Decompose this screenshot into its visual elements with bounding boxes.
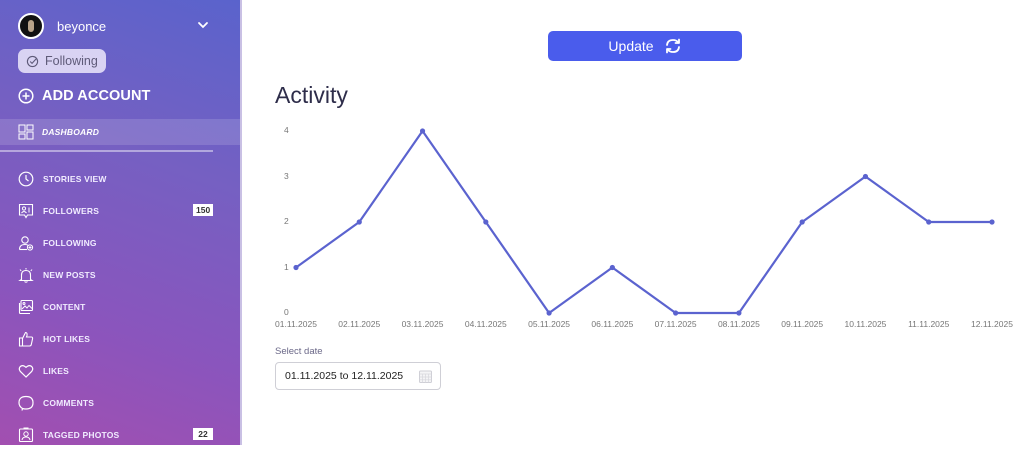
series-line (295, 129, 992, 315)
sidebar-divider (0, 150, 213, 152)
x-axis-tick: 05.11.2025 (528, 319, 571, 329)
x-axis-tick: 03.11.2025 (401, 319, 444, 329)
data-point[interactable] (546, 310, 552, 316)
y-axis-tick: 4 (284, 125, 289, 135)
sidebar-item-label: STORIES VIEW (43, 174, 107, 184)
images-icon (18, 299, 34, 315)
account-switcher[interactable]: beyonce (18, 12, 218, 40)
sidebar-item-dashboard[interactable]: DASHBOARD (0, 119, 240, 145)
tagged-user-icon (18, 427, 34, 443)
data-point[interactable] (609, 264, 615, 271)
sidebar-item-label: LIKES (43, 366, 70, 376)
x-axis-tick: 01.11.2025 (275, 319, 317, 329)
comment-icon (18, 395, 34, 411)
data-point[interactable] (926, 219, 932, 225)
sidebar-item-hot-likes[interactable]: HOT LIKES (0, 323, 240, 355)
clock-icon (18, 171, 34, 187)
sidebar-item-label: COMMENTS (43, 398, 95, 408)
following-button[interactable]: Following (18, 49, 106, 73)
data-point[interactable] (799, 219, 805, 225)
check-circle-icon (26, 55, 39, 67)
followers-icon (18, 203, 34, 219)
sidebar-item-content[interactable]: CONTENT (0, 291, 240, 323)
sidebar-item-label: CONTENT (43, 302, 86, 312)
page-title: Activity (275, 82, 348, 108)
update-button[interactable]: Update (548, 31, 742, 61)
add-account-button[interactable]: ADD ACCOUNT (18, 88, 151, 104)
x-axis-tick: 06.11.2025 (591, 319, 634, 329)
dashboard-grid-icon (18, 124, 34, 140)
sidebar-item-label: TAGGED PHOTOS (43, 430, 120, 440)
data-point[interactable] (736, 310, 742, 316)
sidebar-item-followers[interactable]: FOLLOWERS 150 (0, 195, 240, 227)
sidebar-nav: STORIES VIEW FOLLOWERS 150 FOLLOWING NEW… (0, 163, 240, 451)
data-point[interactable] (862, 173, 869, 180)
y-axis-tick: 2 (284, 216, 289, 226)
x-axis-tick: 12.11.2025 (971, 319, 1013, 329)
sidebar-item-comments[interactable]: COMMENTS (0, 387, 240, 419)
sidebar-item-label: FOLLOWERS (43, 206, 100, 216)
y-axis-tick: 3 (284, 170, 289, 181)
heart-icon (18, 364, 34, 378)
sidebar-item-likes[interactable]: LIKES (0, 355, 240, 387)
x-axis-tick: 09.11.2025 (781, 319, 824, 329)
calendar-icon[interactable] (419, 370, 432, 383)
date-range-value: 01.11.2025 to 12.11.2025 (285, 370, 404, 382)
refresh-icon (665, 38, 680, 54)
y-axis-tick: 1 (284, 261, 289, 272)
data-point[interactable] (989, 219, 995, 225)
sidebar-item-new-posts[interactable]: NEW POSTS (0, 259, 240, 291)
sidebar: beyonce Following ADD ACCOUNT DASHBOARD … (0, 0, 242, 445)
user-plus-icon (18, 236, 34, 251)
main-content: Update Activity 0 1 2 3 4 01.11.2025 02.11.202… (244, 0, 1024, 445)
x-axis-tick: 02.11.2025 (338, 319, 381, 329)
data-point[interactable] (356, 219, 362, 225)
data-point[interactable] (673, 310, 679, 316)
bell-icon (18, 268, 34, 283)
add-account-label: ADD ACCOUNT (42, 88, 151, 104)
plus-circle-icon (18, 88, 34, 104)
x-axis-tick: 04.11.2025 (464, 319, 507, 329)
sidebar-item-tagged-photos[interactable]: TAGGED PHOTOS 22 (0, 419, 240, 451)
data-point[interactable] (419, 128, 426, 134)
avatar (18, 13, 44, 39)
tagged-photos-count-badge: 22 (193, 428, 213, 440)
sidebar-item-stories-view[interactable]: STORIES VIEW (0, 163, 240, 195)
thumbs-up-icon (18, 331, 34, 347)
data-point[interactable] (293, 264, 299, 271)
account-name: beyonce (57, 18, 107, 34)
followers-count-badge: 150 (193, 204, 214, 216)
x-axis-tick: 08.11.2025 (717, 319, 760, 329)
sidebar-item-following[interactable]: FOLLOWING (0, 227, 240, 259)
x-axis-tick: 11.11.2025 (908, 319, 950, 329)
chevron-down-icon[interactable] (196, 18, 210, 32)
y-axis-tick: 0 (284, 307, 289, 317)
x-axis-tick: 10.11.2025 (844, 319, 887, 329)
x-axis-tick: 07.11.2025 (654, 319, 697, 329)
activity-line-plot (293, 128, 995, 316)
activity-chart: 0 1 2 3 4 01.11.2025 02.11.2025 03.11.2025 04.11… (244, 115, 1024, 340)
data-point[interactable] (483, 219, 489, 225)
sidebar-item-label: HOT LIKES (43, 334, 91, 344)
sidebar-item-label: NEW POSTS (43, 270, 96, 280)
select-date-label: Select date (275, 346, 323, 357)
sidebar-item-label: FOLLOWING (43, 238, 97, 248)
update-label: Update (608, 38, 654, 54)
following-label: Following (45, 54, 98, 68)
sidebar-item-label: DASHBOARD (42, 127, 100, 137)
date-range-input[interactable]: 01.11.2025 to 12.11.2025 (275, 362, 441, 390)
